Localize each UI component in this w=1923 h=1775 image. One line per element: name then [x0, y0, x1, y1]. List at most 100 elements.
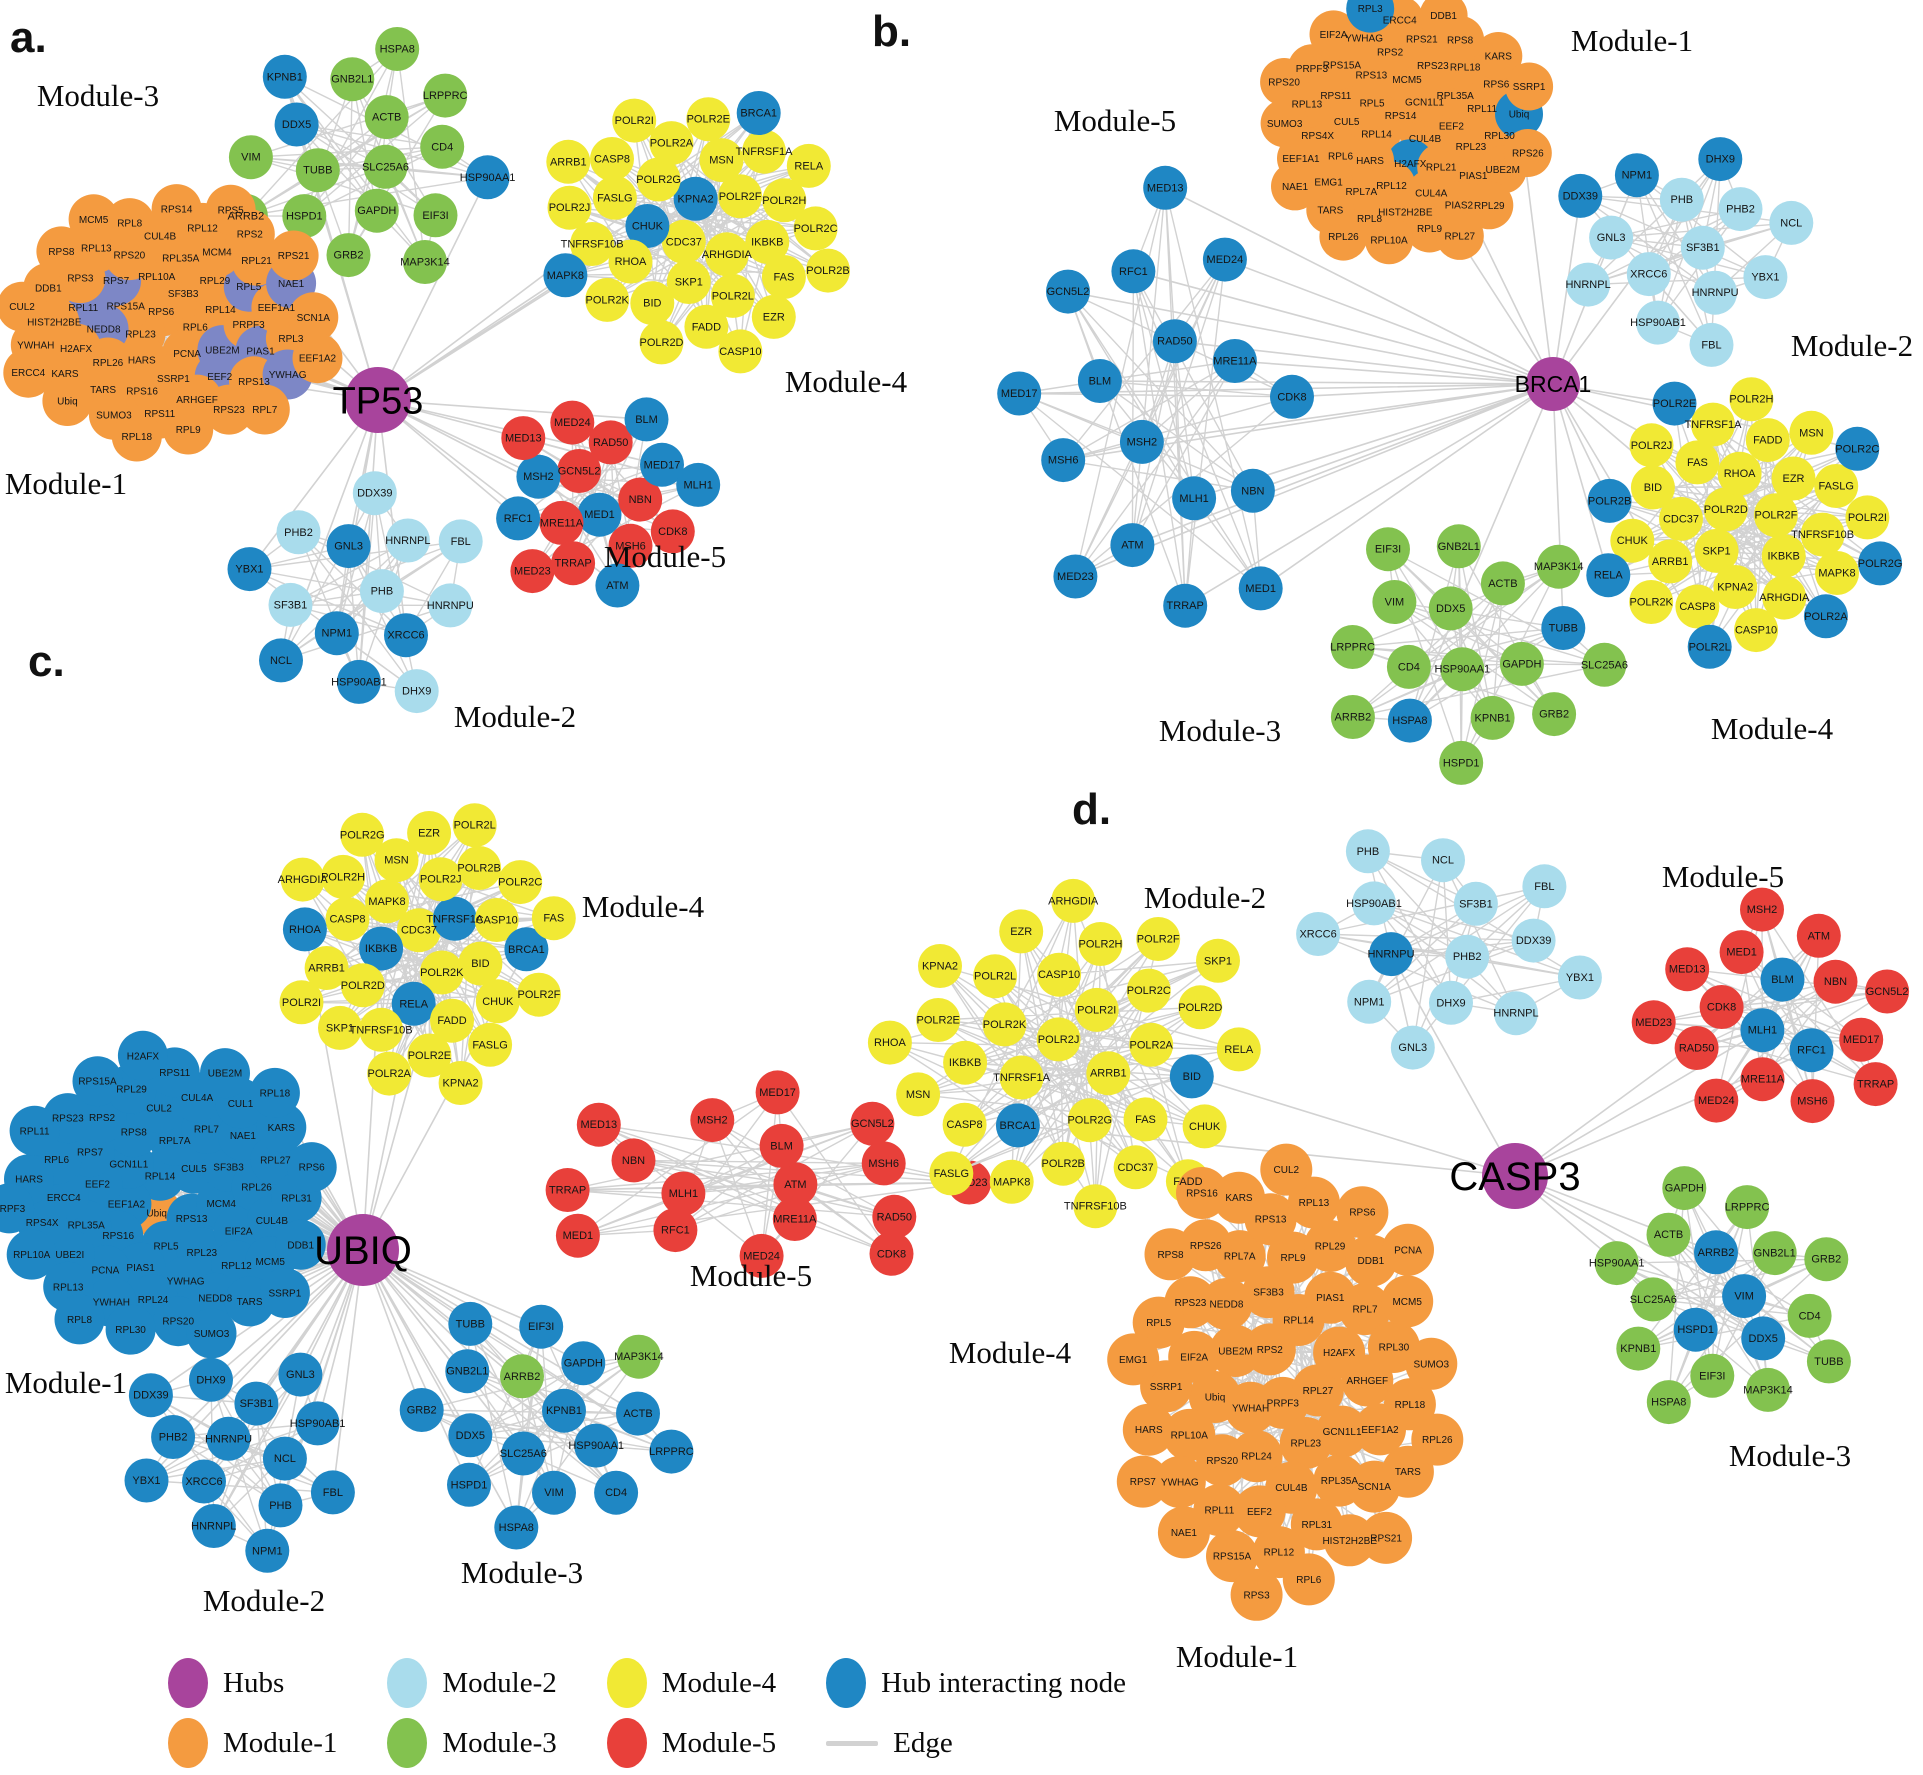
node-UBE2M[interactable] — [200, 1048, 250, 1099]
node-CD4[interactable] — [1787, 1293, 1832, 1338]
node-FBL[interactable] — [1522, 864, 1567, 909]
node-KARS[interactable] — [1474, 32, 1523, 80]
node-KPNB1[interactable] — [1470, 695, 1515, 740]
node-RFC1[interactable] — [496, 496, 541, 541]
node-CASP10[interactable] — [1037, 952, 1082, 997]
node-RELA[interactable] — [786, 143, 831, 188]
node-GAPDH[interactable] — [561, 1341, 606, 1386]
node-POLR2I[interactable] — [279, 980, 324, 1025]
node-FBL[interactable] — [310, 1470, 355, 1515]
node-ATM[interactable] — [773, 1162, 818, 1207]
node-HSP90AB1[interactable] — [295, 1401, 340, 1446]
node-GRB2[interactable] — [399, 1388, 444, 1432]
node-RPS6[interactable] — [286, 1142, 337, 1193]
hub-node-TP53[interactable] — [345, 367, 411, 433]
node-BRCA1[interactable] — [995, 1103, 1040, 1148]
node-CASP8[interactable] — [1675, 584, 1720, 629]
node-DHX9[interactable] — [394, 669, 439, 714]
node-HSP90AB1[interactable] — [1636, 300, 1680, 345]
node-CD4[interactable] — [1386, 644, 1431, 689]
node-HSPA8[interactable] — [1387, 698, 1432, 743]
node-DDX5[interactable] — [448, 1413, 493, 1458]
node-TNFRSF10B[interactable] — [570, 222, 615, 266]
node-GCN5L2[interactable] — [557, 449, 602, 493]
node-FAS[interactable] — [1675, 440, 1720, 485]
node-BID[interactable] — [1630, 465, 1675, 510]
node-RPL3[interactable] — [1346, 0, 1395, 33]
node-FADD[interactable] — [430, 998, 474, 1043]
node-EIF2A[interactable] — [1309, 10, 1358, 59]
node-POLR2E[interactable] — [686, 97, 731, 142]
node-MLH1[interactable] — [676, 462, 721, 507]
node-RPL26[interactable] — [1319, 212, 1368, 261]
node-Ubiq[interactable] — [42, 376, 93, 426]
node-BLM[interactable] — [1760, 957, 1805, 1002]
node-RPS23[interactable] — [204, 384, 254, 435]
hub-node-BRCA1[interactable] — [1526, 357, 1580, 411]
node-KPNB1[interactable] — [542, 1388, 586, 1433]
node-TNFRSF1A[interactable] — [432, 896, 477, 941]
node-MED1[interactable] — [555, 1213, 600, 1258]
node-POLR2A[interactable] — [1129, 1022, 1174, 1067]
node-KPNA2[interactable] — [1713, 565, 1758, 609]
node-TUBB[interactable] — [1806, 1339, 1851, 1384]
node-RPL10A[interactable] — [1365, 216, 1413, 265]
node-GNL3[interactable] — [326, 524, 371, 569]
node-RPS6[interactable] — [1336, 1186, 1389, 1239]
node-BLM[interactable] — [1077, 359, 1122, 403]
node-RPL11[interactable] — [9, 1105, 60, 1156]
node-POLR2F[interactable] — [516, 972, 561, 1017]
node-POLR2F[interactable] — [1753, 493, 1798, 538]
node-MSN[interactable] — [699, 138, 744, 183]
node-POLR2H[interactable] — [1078, 922, 1123, 966]
node-SF3B1[interactable] — [1453, 881, 1498, 926]
node-PHB2[interactable] — [1718, 187, 1763, 232]
node-POLR2G[interactable] — [636, 157, 681, 202]
node-ARRB1[interactable] — [1086, 1051, 1131, 1096]
node-RPL10A[interactable] — [6, 1229, 57, 1280]
node-GNB2L1[interactable] — [330, 57, 375, 102]
node-HNRNPL[interactable] — [385, 518, 430, 563]
node-H2AFX[interactable] — [117, 1030, 168, 1081]
node-SF3B1[interactable] — [268, 582, 313, 627]
node-RPS8[interactable] — [36, 226, 87, 277]
node-HSPD1[interactable] — [282, 194, 327, 239]
node-GRB2[interactable] — [1532, 692, 1577, 737]
node-RELA[interactable] — [391, 981, 436, 1026]
node-Ubiq[interactable] — [1189, 1371, 1241, 1423]
node-NBN[interactable] — [1230, 468, 1275, 513]
node-RPS8[interactable] — [1144, 1228, 1197, 1281]
node-ARHGDIA[interactable] — [704, 232, 749, 277]
node-MCM5[interactable] — [68, 194, 119, 245]
node-PHB[interactable] — [359, 569, 404, 614]
node-DDX5[interactable] — [1428, 586, 1473, 631]
node-RPL26[interactable] — [1411, 1413, 1464, 1466]
node-HNRNPU[interactable] — [1369, 932, 1413, 977]
node-FASLG[interactable] — [468, 1022, 513, 1067]
node-FAS[interactable] — [531, 896, 576, 941]
node-RAD50[interactable] — [1674, 1026, 1719, 1070]
node-FASLG[interactable] — [929, 1151, 974, 1196]
node-DDX39[interactable] — [1511, 918, 1556, 963]
node-CDK8[interactable] — [1699, 985, 1744, 1029]
node-ACTB[interactable] — [1480, 561, 1525, 606]
node-POLR2C[interactable] — [1126, 968, 1171, 1013]
node-DDX5[interactable] — [1741, 1316, 1786, 1361]
node-FADD[interactable] — [1745, 418, 1790, 463]
node-CHUK[interactable] — [1182, 1104, 1227, 1149]
node-PHB2[interactable] — [276, 510, 321, 555]
node-RPL18[interactable] — [111, 411, 162, 462]
node-MSH6[interactable] — [861, 1141, 906, 1186]
node-POLR2A[interactable] — [367, 1051, 412, 1096]
node-GAPDH[interactable] — [1499, 641, 1544, 686]
node-MSH2[interactable] — [1119, 419, 1164, 464]
node-POLR2H[interactable] — [321, 854, 366, 899]
node-POLR2J[interactable] — [1629, 423, 1674, 468]
node-RPL18[interactable] — [249, 1067, 300, 1118]
node-FADD[interactable] — [684, 304, 729, 349]
node-YBX1[interactable] — [124, 1458, 169, 1503]
node-BRCA1[interactable] — [736, 91, 781, 135]
node-SLC25A6[interactable] — [1631, 1277, 1676, 1322]
node-NCL[interactable] — [1421, 838, 1465, 883]
node-SLC25A6[interactable] — [363, 144, 408, 189]
